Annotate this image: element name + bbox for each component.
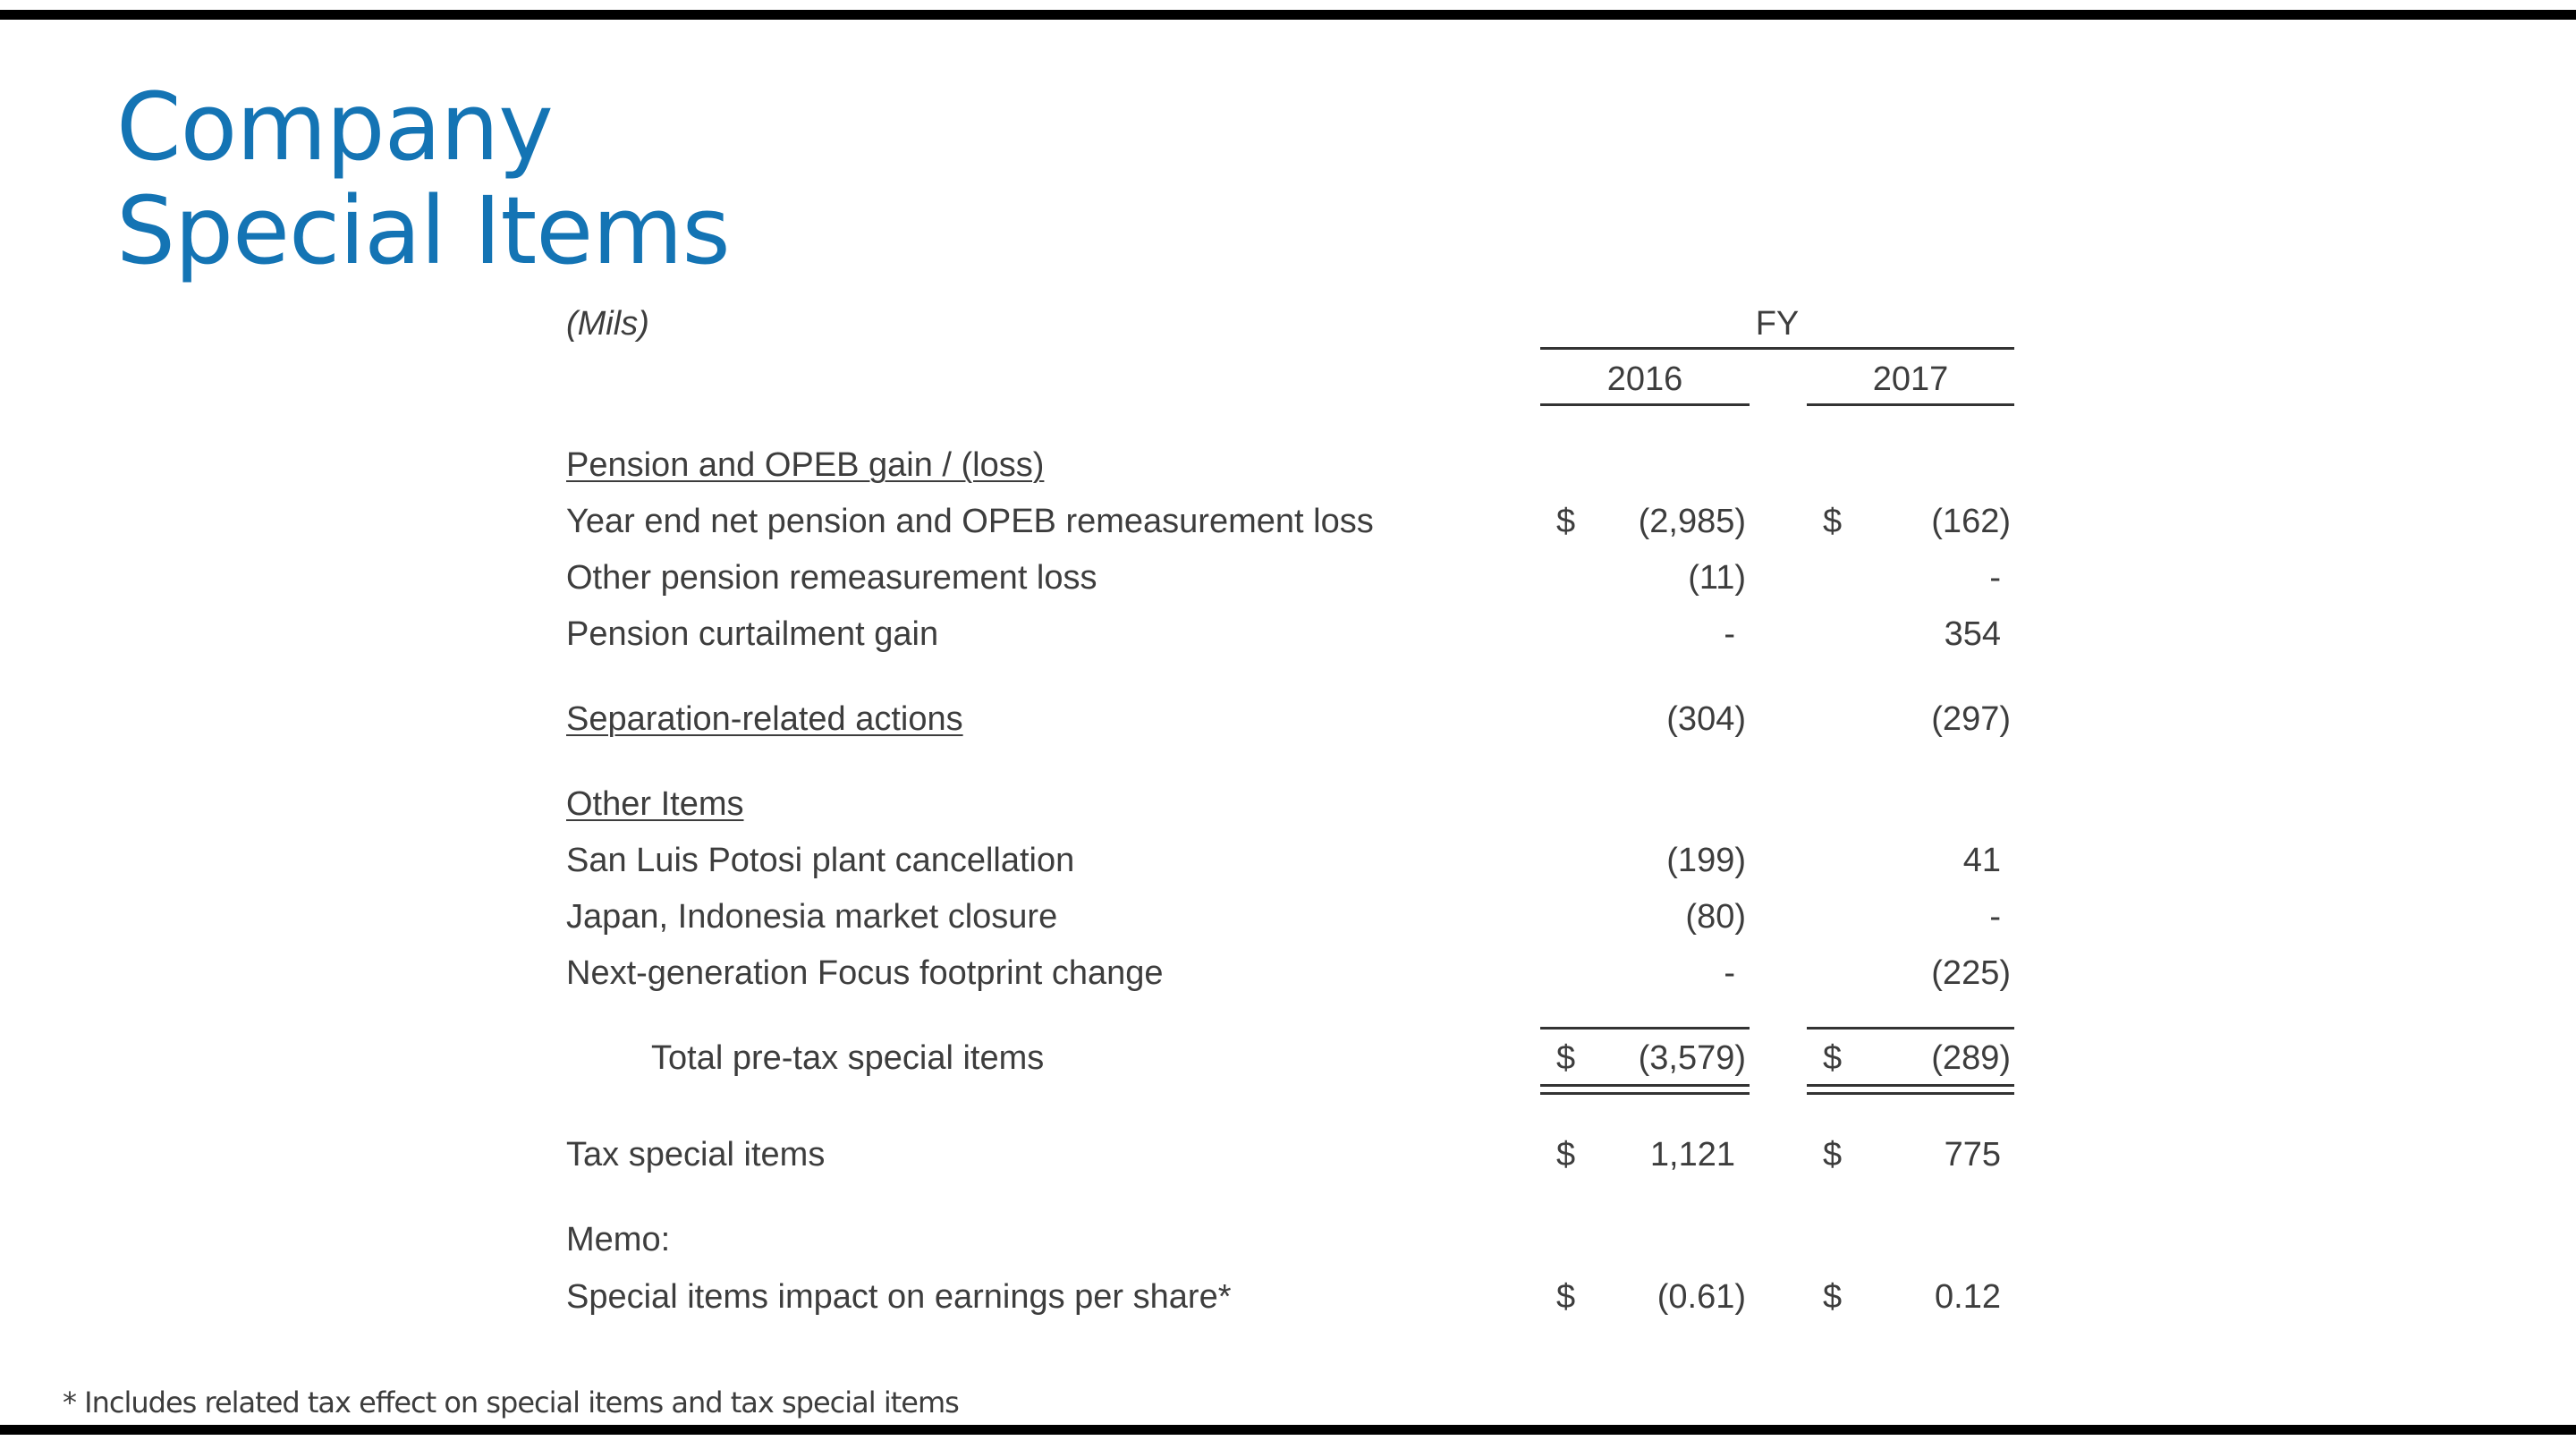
row-label-separation: Separation-related actions: [566, 700, 963, 738]
row-value-japan-2017: -: [1989, 898, 2001, 936]
column-2016-rule: [1540, 403, 1750, 406]
row-value-curtailment-2016: -: [1724, 615, 1735, 653]
total-double-rule-a-2017: [1807, 1084, 2014, 1087]
row-value-year-end-2017: (162): [1931, 503, 2011, 540]
row-currency-tax-2017: $: [1823, 1136, 1843, 1174]
bottom-border-bar: [0, 1425, 2576, 1435]
row-value-san-luis-2017: 41: [1962, 842, 2001, 879]
row-label-tax: Tax special items: [566, 1136, 826, 1174]
column-header-2017: 2017: [1872, 360, 1949, 398]
page-title: Company Special Items: [116, 72, 731, 285]
row-value-separation-2016: (304): [1666, 700, 1746, 738]
total-double-rule-a-2016: [1540, 1084, 1750, 1087]
row-label-total: Total pre-tax special items: [651, 1039, 1045, 1077]
total-top-rule-2017: [1807, 1027, 2014, 1030]
row-value-total-2017: (289): [1931, 1039, 2011, 1077]
row-label-san-luis: San Luis Potosi plant cancellation: [566, 842, 1075, 879]
row-label-japan: Japan, Indonesia market closure: [566, 898, 1058, 936]
row-value-total-2016: (3,579): [1638, 1039, 1746, 1077]
fy-header-rule: [1540, 347, 2014, 350]
row-value-focus-2017: (225): [1931, 954, 2011, 992]
page-title-line-1: Company: [116, 72, 554, 182]
section-header-memo: Memo:: [566, 1221, 671, 1258]
row-currency-tax-2016: $: [1556, 1136, 1576, 1174]
row-currency-eps-2017: $: [1823, 1278, 1843, 1316]
total-double-rule-b-2016: [1540, 1092, 1750, 1095]
row-value-other-pension-2017: -: [1989, 559, 2001, 597]
row-value-separation-2017: (297): [1931, 700, 2011, 738]
column-2017-rule: [1807, 403, 2014, 406]
total-top-rule-2016: [1540, 1027, 1750, 1030]
page-title-line-2: Special Items: [116, 176, 731, 285]
row-currency-total-2017: $: [1823, 1039, 1843, 1077]
row-value-curtailment-2017: 354: [1944, 615, 2001, 653]
row-currency-eps-2016: $: [1556, 1278, 1576, 1316]
row-value-san-luis-2016: (199): [1666, 842, 1746, 879]
row-value-focus-2016: -: [1724, 954, 1735, 992]
row-currency-year-end-2016: $: [1556, 503, 1576, 540]
row-label-curtailment: Pension curtailment gain: [566, 615, 939, 653]
row-value-japan-2016: (80): [1685, 898, 1746, 936]
footnote: * Includes related tax effect on special…: [63, 1385, 960, 1419]
row-value-year-end-2016: (2,985): [1638, 503, 1746, 540]
row-currency-year-end-2017: $: [1823, 503, 1843, 540]
row-label-other-pension: Other pension remeasurement loss: [566, 559, 1097, 597]
row-value-eps-2016: (0.61): [1657, 1278, 1746, 1316]
row-value-other-pension-2016: (11): [1688, 559, 1746, 597]
section-header-other-items: Other Items: [566, 785, 744, 823]
row-value-eps-2017: 0.12: [1935, 1278, 2001, 1316]
column-header-2016: 2016: [1606, 360, 1683, 398]
row-currency-total-2016: $: [1556, 1039, 1576, 1077]
section-header-pension: Pension and OPEB gain / (loss): [566, 446, 1045, 484]
row-label-eps: Special items impact on earnings per sha…: [566, 1278, 1232, 1316]
top-border-bar: [0, 10, 2576, 20]
fy-header: FY: [1755, 305, 1800, 343]
row-label-focus: Next-generation Focus footprint change: [566, 954, 1164, 992]
row-value-tax-2017: 775: [1944, 1136, 2001, 1174]
row-value-tax-2016: 1,121: [1649, 1136, 1735, 1174]
row-label-year-end: Year end net pension and OPEB remeasurem…: [566, 503, 1374, 540]
total-double-rule-b-2017: [1807, 1092, 2014, 1095]
units-label: (Mils): [566, 305, 649, 343]
